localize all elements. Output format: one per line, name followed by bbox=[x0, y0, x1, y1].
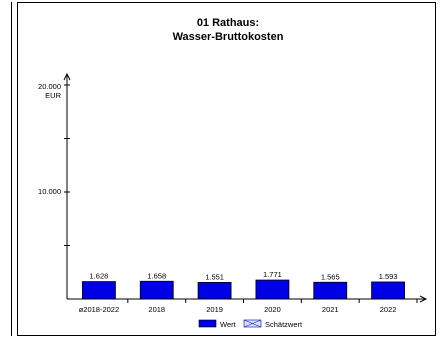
bars bbox=[82, 279, 405, 300]
bar-2019 bbox=[197, 282, 232, 300]
value-label-2019: 1.551 bbox=[205, 272, 224, 281]
y-axis-arrow bbox=[63, 72, 71, 81]
x-tick-label-2018: 2018 bbox=[148, 305, 165, 314]
value-label-2022: 1.593 bbox=[379, 272, 398, 281]
legend: Wert Schätzwert bbox=[198, 319, 303, 329]
y-axis-labels: 20.000 EUR 10.000 bbox=[38, 82, 62, 196]
legend-label-wert: Wert bbox=[220, 320, 237, 329]
bar-2021 bbox=[313, 281, 348, 300]
chart-title-line-1: 01 Rathaus: bbox=[197, 17, 259, 29]
chart-title-line-2: Wasser-Bruttokosten bbox=[173, 31, 284, 43]
x-axis-labels: ø2018-2022 2018 2019 2020 2021 2022 bbox=[79, 305, 397, 314]
x-tick-label-2021: 2021 bbox=[322, 305, 339, 314]
x-axis-arrow bbox=[419, 295, 428, 303]
x-tick-label-ø2018-2022: ø2018-2022 bbox=[79, 305, 119, 314]
y-tick-label-10000: 10.000 bbox=[38, 187, 61, 196]
left-panel-border bbox=[3, 2, 12, 336]
x-tick-label-2022: 2022 bbox=[380, 305, 397, 314]
legend-label-schaetzwert: Schätzwert bbox=[265, 320, 303, 329]
value-labels: 1.628 1.658 1.551 1.771 1.565 1.593 bbox=[90, 270, 398, 281]
bar-2018 bbox=[139, 280, 174, 300]
value-label-2020: 1.771 bbox=[263, 270, 282, 279]
legend-swatch-hatch bbox=[243, 319, 262, 328]
value-label-2018: 1.658 bbox=[147, 271, 166, 280]
legend-swatch-wert bbox=[198, 319, 217, 328]
x-tick-label-2019: 2019 bbox=[206, 305, 223, 314]
x-tick-label-2020: 2020 bbox=[264, 305, 281, 314]
y-tick-label-20000: 20.000 bbox=[38, 82, 61, 91]
bar-ø2018-2022 bbox=[82, 281, 116, 300]
value-label-2021: 1.565 bbox=[321, 272, 340, 281]
bar-2020 bbox=[255, 279, 290, 300]
value-label-ø2018-2022: 1.628 bbox=[90, 272, 109, 281]
y-axis-unit-label: EUR bbox=[45, 91, 61, 100]
bar-2022 bbox=[371, 281, 405, 300]
axes bbox=[63, 72, 428, 303]
chart-frame bbox=[17, 2, 436, 336]
